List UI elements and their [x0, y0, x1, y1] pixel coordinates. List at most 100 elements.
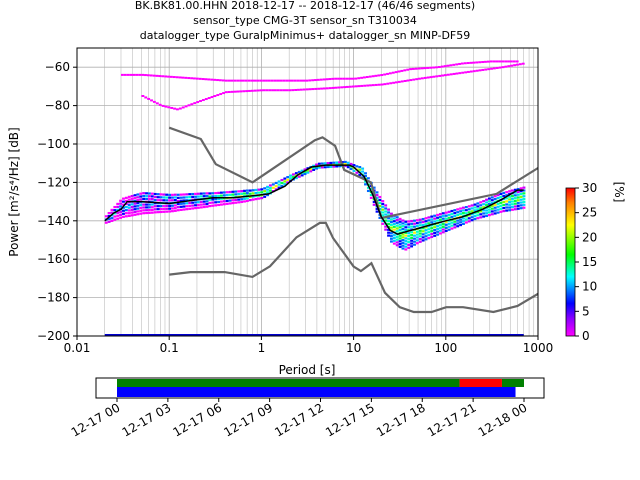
density-cell — [332, 165, 336, 168]
density-cell — [231, 193, 235, 196]
density-outlier-cell — [440, 65, 444, 68]
density-cell — [482, 203, 486, 206]
density-outlier-cell — [135, 73, 139, 76]
density-outlier-cell — [253, 89, 257, 92]
density-cell — [222, 203, 226, 206]
density-cell — [188, 193, 192, 196]
y-tick-label: −80 — [45, 99, 70, 113]
density-cell — [522, 198, 526, 201]
y-tick-label: −160 — [37, 252, 70, 266]
y-tick-label: −100 — [37, 137, 70, 151]
density-cell — [320, 166, 324, 169]
density-cell — [136, 213, 140, 216]
density-cell — [513, 199, 517, 203]
density-cell — [398, 240, 402, 243]
density-outlier-cell — [296, 79, 300, 82]
density-cell — [522, 203, 526, 206]
density-cell — [415, 239, 419, 242]
density-cell — [473, 212, 477, 215]
density-cell — [395, 221, 399, 224]
density-cell — [476, 205, 480, 208]
density-cell — [436, 216, 439, 219]
density-outlier-cell — [371, 84, 375, 87]
density-outlier-cell — [247, 79, 251, 82]
density-outlier-cell — [184, 76, 188, 79]
density-cell — [202, 203, 206, 206]
density-cell — [139, 204, 143, 207]
density-cell — [438, 232, 442, 235]
density-cell — [119, 202, 123, 205]
density-cell — [352, 169, 356, 172]
density-cell — [271, 183, 275, 186]
density-cell — [389, 212, 393, 215]
density-cell — [505, 191, 509, 194]
density-cell — [136, 193, 140, 196]
density-cell — [124, 212, 128, 215]
density-cell — [159, 193, 163, 196]
density-outlier-cell — [196, 101, 200, 104]
density-cell — [490, 204, 494, 207]
density-cell — [413, 243, 416, 246]
density-cell — [375, 207, 379, 210]
density-cell — [375, 191, 379, 194]
density-outlier-cell — [120, 73, 124, 76]
density-outlier-cell — [363, 76, 366, 79]
density-cell — [502, 206, 506, 210]
density-cell — [427, 234, 431, 237]
density-outlier-cell — [126, 73, 130, 76]
colorbar-tick-label: 10 — [582, 280, 597, 294]
density-cell — [251, 195, 255, 198]
timeline-segment — [117, 387, 516, 397]
density-outlier-cell — [487, 68, 491, 71]
density-outlier-cell — [406, 68, 410, 71]
density-cell — [294, 176, 298, 180]
density-cell — [493, 198, 497, 201]
density-outlier-cell — [346, 85, 349, 88]
density-cell — [116, 208, 120, 211]
density-cell — [505, 194, 509, 197]
density-outlier-cell — [282, 79, 286, 82]
density-cell — [421, 233, 425, 236]
density-cell — [404, 240, 408, 243]
density-cell — [107, 211, 111, 215]
y-tick-label: −120 — [37, 175, 70, 189]
density-cell — [464, 215, 468, 218]
density-outlier-cell — [472, 70, 476, 73]
density-cell — [159, 196, 163, 199]
density-outlier-cell — [201, 99, 205, 102]
density-cell — [153, 211, 157, 214]
density-cell — [487, 211, 491, 214]
chart-title-line-1: BK.BK81.00.HHN 2018-12-17 -- 2018-12-17 … — [135, 0, 475, 12]
density-cell — [122, 215, 125, 218]
density-cell — [136, 210, 140, 213]
density-cell — [459, 207, 463, 210]
density-cell — [433, 217, 437, 220]
density-cell — [168, 207, 172, 210]
density-cell — [389, 232, 393, 235]
density-cell — [453, 223, 457, 226]
density-cell — [413, 225, 416, 228]
density-cell — [243, 197, 246, 200]
density-outlier-cell — [239, 79, 243, 82]
density-cell — [424, 238, 428, 241]
density-outlier-cell — [144, 74, 147, 77]
density-outlier-cell — [167, 106, 171, 109]
density-cell — [297, 170, 301, 174]
density-cell — [493, 195, 497, 198]
density-cell — [191, 195, 195, 199]
timeline-tick-label: 12-17 09 — [221, 400, 275, 439]
density-cell — [513, 202, 517, 205]
density-cell — [286, 178, 290, 181]
density-outlier-cell — [331, 77, 335, 80]
density-outlier-cell — [360, 76, 364, 79]
density-cell — [254, 198, 258, 201]
density-outlier-cell — [299, 88, 303, 91]
density-cell — [254, 188, 258, 192]
density-cell — [366, 189, 370, 193]
density-cell — [240, 200, 244, 204]
density-cell — [395, 238, 399, 241]
density-outlier-cell — [265, 89, 269, 92]
density-outlier-cell — [504, 65, 508, 68]
density-cell — [447, 216, 451, 219]
density-cell — [142, 209, 146, 212]
